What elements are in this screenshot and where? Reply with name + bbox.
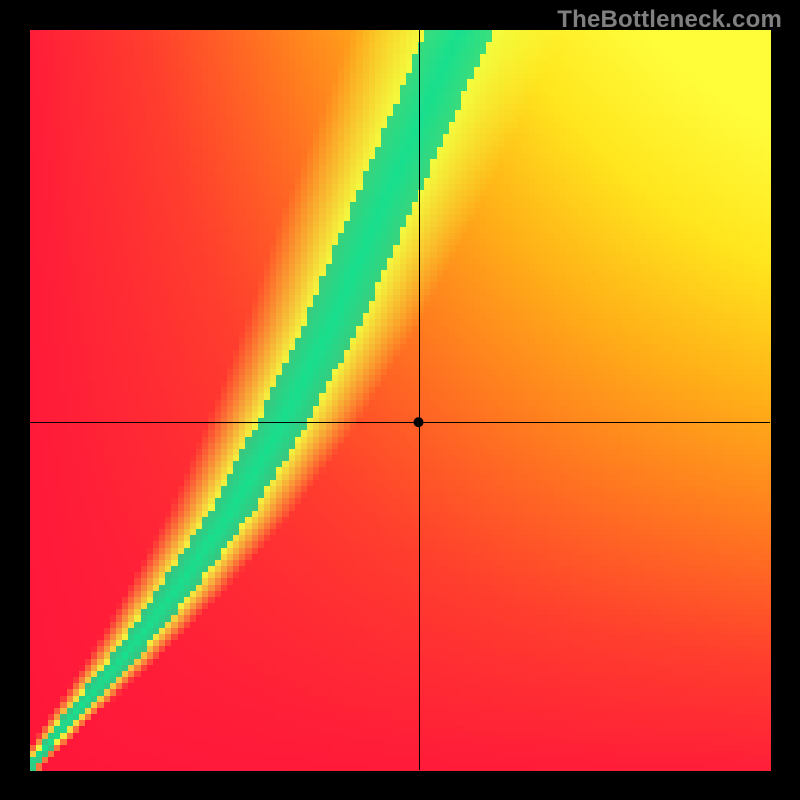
chart-container: TheBottleneck.com bbox=[0, 0, 800, 800]
watermark-text: TheBottleneck.com bbox=[557, 6, 782, 34]
bottleneck-heatmap bbox=[0, 0, 800, 800]
